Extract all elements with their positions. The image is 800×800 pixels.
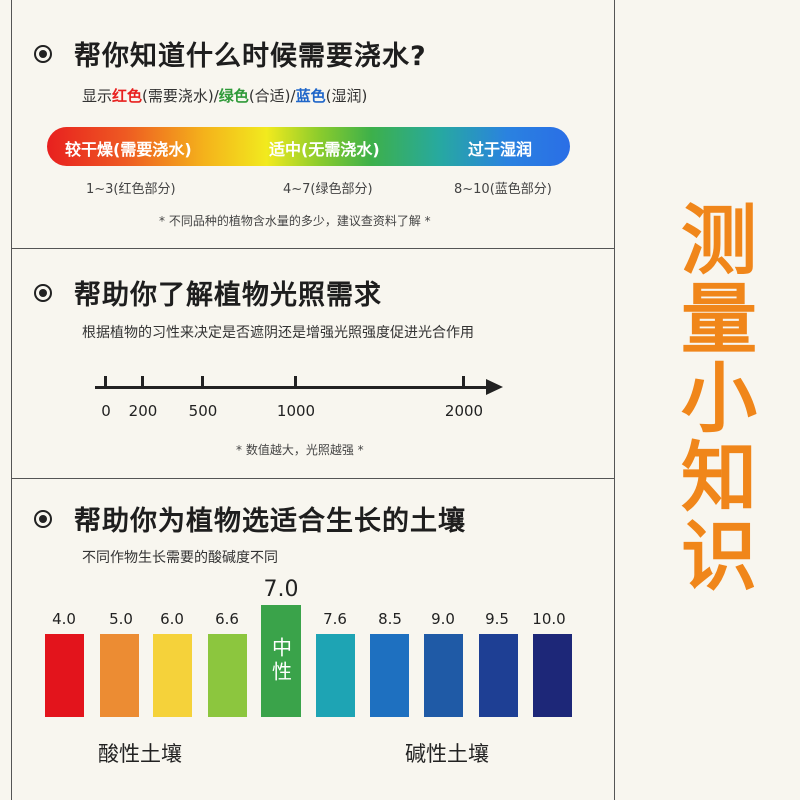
light-axis-line (95, 386, 490, 389)
light-note: * 数值越大，光照越强 * (236, 443, 364, 457)
ph-swatch (316, 634, 355, 717)
axis-tick (201, 376, 204, 388)
soil-title: 帮助你为植物选适合生长的土壤 (74, 506, 466, 537)
acid-soil-label: 酸性土壤 (98, 742, 182, 766)
ph-value: 6.6 (215, 610, 239, 628)
bullet-icon (34, 44, 52, 63)
ph-swatch (424, 634, 463, 717)
axis-tick-label: 1000 (276, 402, 316, 420)
watering-title: 帮你知道什么时候需要浇水? (74, 41, 427, 72)
light-panel: 帮助你了解植物光照需求 根据植物的习性来决定是否遮阴还是增强光照强度促进光合作用… (11, 248, 615, 479)
axis-tick-label: 200 (128, 402, 158, 420)
range-red: 1~3(红色部分) (86, 182, 176, 197)
ph-swatch (45, 634, 84, 717)
axis-tick (141, 376, 144, 388)
range-blue: 8~10(蓝色部分) (454, 182, 552, 197)
ph-neutral-swatch: 中性 (261, 605, 301, 717)
ph-swatch (100, 634, 139, 717)
ph-value: 5.0 (109, 610, 133, 628)
watering-note: * 不同品种的植物含水量的多少，建议查资料了解 * (159, 214, 431, 228)
watering-heading: 帮你知道什么时候需要浇水? (34, 34, 427, 73)
ph-value: 9.5 (485, 610, 509, 628)
arrow-right-icon (486, 379, 503, 395)
axis-tick-label: 500 (188, 402, 218, 420)
bullet-icon (34, 283, 52, 302)
bar-label-dry: 较干燥(需要浇水) (65, 140, 192, 159)
soil-subtitle: 不同作物生长需要的酸碱度不同 (82, 550, 278, 566)
light-heading: 帮助你了解植物光照需求 (34, 273, 382, 312)
light-title: 帮助你了解植物光照需求 (74, 280, 382, 311)
ph-value: 6.0 (160, 610, 184, 628)
neutral-label: 中性 (268, 637, 293, 685)
legend-blue-desc: (湿润) (325, 87, 368, 105)
legend-red: 红色 (112, 87, 143, 105)
ph-swatch (479, 634, 518, 717)
legend-prefix: 显示 (82, 87, 113, 105)
axis-tick-label: 0 (101, 402, 111, 420)
ph-value: 10.0 (532, 610, 566, 628)
axis-tick-label: 2000 (444, 402, 484, 420)
bar-label-moderate: 适中(无需浇水) (269, 140, 380, 159)
range-green: 4~7(绿色部分) (283, 182, 373, 197)
legend-green-desc: (合适)/ (248, 87, 296, 105)
side-title: 测量小知识 (668, 200, 757, 595)
ph-swatch (153, 634, 192, 717)
ph-value: 8.5 (378, 610, 402, 628)
soil-heading: 帮助你为植物选适合生长的土壤 (34, 499, 466, 538)
moisture-gradient-bar: 较干燥(需要浇水) 适中(无需浇水) 过于湿润 (47, 127, 570, 166)
ph-neutral-value: 7.0 (263, 577, 299, 602)
axis-tick (462, 376, 465, 388)
bar-label-wet: 过于湿润 (468, 140, 533, 159)
ph-swatch (533, 634, 572, 717)
axis-tick (294, 376, 297, 388)
legend-red-desc: (需要浇水)/ (142, 87, 219, 105)
ph-value: 9.0 (431, 610, 455, 628)
legend-blue: 蓝色 (295, 87, 326, 105)
axis-tick (104, 376, 107, 388)
ph-swatch (208, 634, 247, 717)
bullet-icon (34, 509, 52, 528)
ph-value: 4.0 (52, 610, 76, 628)
alkali-soil-label: 碱性土壤 (405, 742, 489, 766)
legend-green: 绿色 (218, 87, 249, 105)
ph-swatch (370, 634, 409, 717)
watering-panel: 帮你知道什么时候需要浇水? 显示红色(需要浇水)/绿色(合适)/蓝色(湿润) 较… (11, 0, 615, 249)
light-subtitle: 根据植物的习性来决定是否遮阴还是增强光照强度促进光合作用 (82, 325, 474, 341)
ph-value: 7.6 (323, 610, 347, 628)
watering-legend: 显示红色(需要浇水)/绿色(合适)/蓝色(湿润) (82, 85, 367, 106)
